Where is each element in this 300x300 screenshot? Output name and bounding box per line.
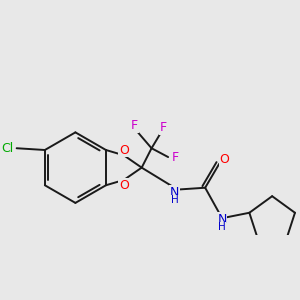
Text: H: H: [218, 222, 226, 232]
Text: O: O: [119, 179, 129, 192]
Text: N: N: [170, 186, 179, 199]
Text: F: F: [131, 119, 138, 132]
Text: Cl: Cl: [2, 142, 14, 155]
Text: F: F: [172, 151, 179, 164]
Text: H: H: [171, 195, 178, 205]
Text: N: N: [218, 213, 227, 226]
Text: O: O: [119, 143, 129, 157]
Text: O: O: [219, 153, 229, 166]
Text: F: F: [159, 121, 167, 134]
